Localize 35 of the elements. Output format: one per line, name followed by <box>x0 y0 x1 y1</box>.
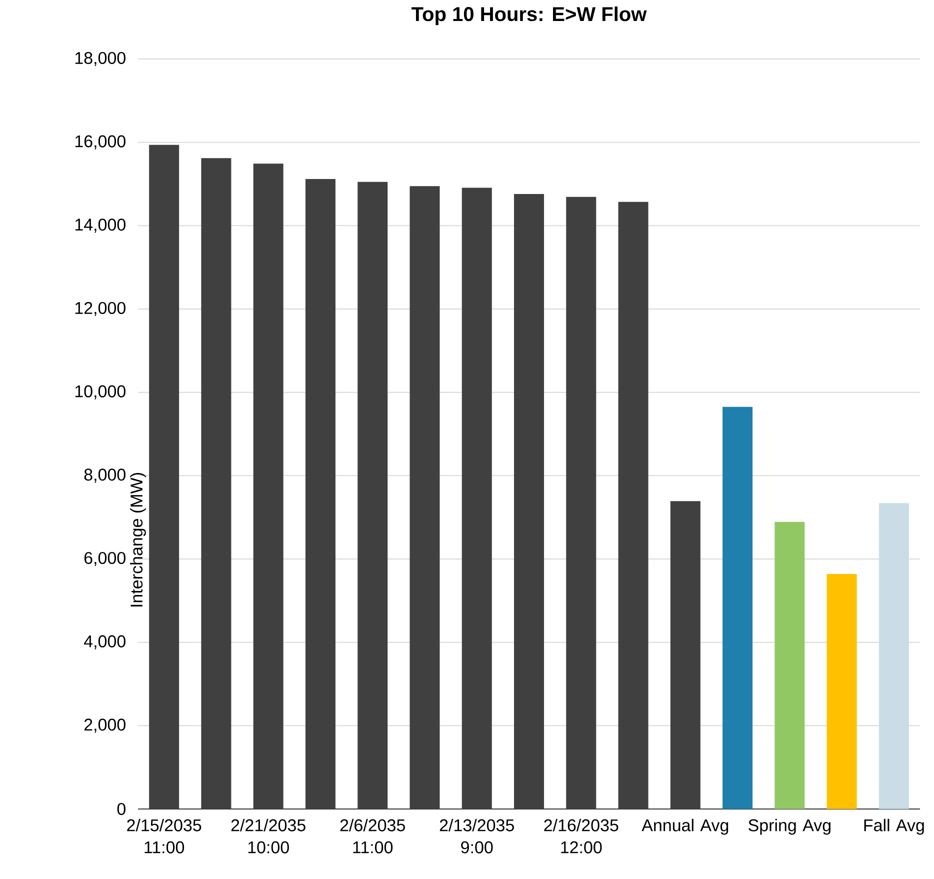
y-tick-label: 0 <box>117 802 126 816</box>
chart-title: Top 10 Hours: E>W Flow <box>412 6 647 26</box>
bar <box>670 501 700 809</box>
bar <box>722 406 753 809</box>
y-tick-label: 6,000 <box>84 552 126 566</box>
y-axis-title: Interchange (MW) <box>130 473 146 606</box>
x-tick-label: Spring Avg <box>748 818 830 835</box>
y-tick-label: 8,000 <box>84 468 126 483</box>
x-tick-label: 2/13/2035 9:00 <box>440 818 514 854</box>
bar <box>201 158 232 809</box>
bar <box>826 574 857 809</box>
bar <box>514 194 544 809</box>
bar <box>358 182 388 809</box>
x-tick-label: Fall Avg <box>864 818 924 835</box>
bar <box>618 202 648 809</box>
bar <box>462 188 492 809</box>
x-tick-label: 2/15/2035 11:00 <box>127 818 202 854</box>
y-tick-label: 10,000 <box>75 385 126 400</box>
y-tick-label: 16,000 <box>75 135 126 150</box>
bar <box>149 144 180 809</box>
bar <box>774 522 805 809</box>
bar <box>878 503 909 809</box>
bar <box>410 186 440 809</box>
x-tick-label: 2/6/2035 11:00 <box>340 818 405 854</box>
x-tick-label: 2/16/2035 12:00 <box>544 818 618 854</box>
x-tick-label: Annual Avg <box>642 818 728 835</box>
y-tick-label: 4,000 <box>84 635 126 650</box>
y-tick-label: 2,000 <box>84 718 126 733</box>
y-tick-label: 12,000 <box>75 302 126 316</box>
x-tick-label: 2/21/2035 10:00 <box>231 818 306 854</box>
bar <box>566 196 596 809</box>
bar <box>253 164 284 809</box>
bar <box>305 178 336 809</box>
y-tick-label: 18,000 <box>75 52 126 66</box>
y-tick-label: 14,000 <box>75 218 126 233</box>
